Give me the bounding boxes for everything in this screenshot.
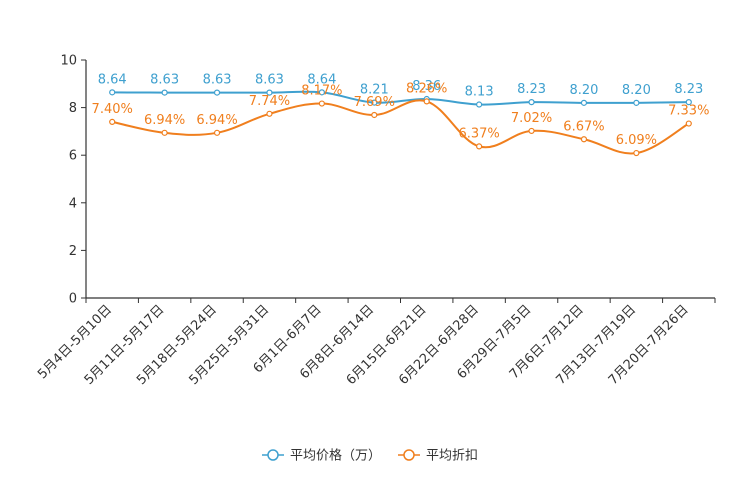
data-point[interactable] xyxy=(109,89,116,96)
data-point[interactable] xyxy=(633,149,640,157)
data-point[interactable] xyxy=(318,100,325,107)
legend[interactable]: 平均价格（万） 平均折扣 xyxy=(262,448,478,464)
data-label: 8.23 xyxy=(674,82,703,97)
y-tick-label: 6 xyxy=(69,149,77,164)
y-tick-label: 0 xyxy=(69,292,77,307)
data-labels-layer: 8.64 8.63 8.63 8.63 8.64 8.21 8.36 8.13 8.23 8.20… xyxy=(92,72,710,148)
data-point[interactable] xyxy=(476,101,483,108)
legend-marker-icon xyxy=(267,449,279,461)
data-label: 7.40% xyxy=(92,102,133,117)
legend-item-2[interactable]: 平均折扣 xyxy=(398,449,478,464)
data-point[interactable] xyxy=(161,89,168,96)
data-label: 7.74% xyxy=(249,94,290,109)
data-label: 8.63 xyxy=(203,73,232,88)
series-line-1 xyxy=(112,90,689,106)
legend-marker-icon xyxy=(403,449,415,461)
data-label: 6.37% xyxy=(458,126,499,141)
data-point[interactable] xyxy=(423,98,430,105)
data-point[interactable] xyxy=(371,99,378,106)
data-label: 6.67% xyxy=(563,119,604,134)
data-label: 8.21 xyxy=(360,83,389,98)
data-label: 6.94% xyxy=(144,113,185,128)
data-point[interactable] xyxy=(633,99,640,106)
y-tick-label: 2 xyxy=(69,244,77,259)
data-point[interactable] xyxy=(213,129,221,136)
data-label: 6.94% xyxy=(196,113,237,128)
y-tick-label: 4 xyxy=(69,196,77,211)
data-label: 7.33% xyxy=(668,104,709,119)
legend-item-1[interactable]: 平均价格（万） xyxy=(262,448,381,464)
data-point[interactable] xyxy=(528,127,535,135)
series-layer xyxy=(109,89,692,157)
data-point[interactable] xyxy=(528,99,535,106)
legend-label: 平均折扣 xyxy=(426,449,478,464)
data-label: 8.13 xyxy=(465,85,494,100)
data-label: 8.20 xyxy=(569,83,598,98)
legend-label: 平均价格（万） xyxy=(290,448,381,464)
data-point[interactable] xyxy=(266,89,273,96)
data-label: 8.23 xyxy=(517,82,546,97)
data-point[interactable] xyxy=(213,89,221,96)
data-point[interactable] xyxy=(266,110,273,117)
y-tick-label: 10 xyxy=(60,54,77,69)
data-label: 8.64 xyxy=(98,72,127,87)
data-label: 8.26% xyxy=(406,81,447,96)
data-label: 8.36 xyxy=(412,79,441,94)
data-point[interactable] xyxy=(685,99,692,106)
data-label: 7.69% xyxy=(354,95,395,110)
data-point[interactable] xyxy=(476,143,483,150)
data-label: 8.64 xyxy=(307,72,336,87)
data-label: 6.09% xyxy=(616,133,657,148)
data-point[interactable] xyxy=(161,129,168,136)
y-tick-label: 8 xyxy=(69,101,77,116)
data-label: 8.20 xyxy=(622,83,651,98)
data-point[interactable] xyxy=(109,118,116,125)
data-label: 8.63 xyxy=(255,73,284,88)
data-label: 7.02% xyxy=(511,111,552,126)
data-point[interactable] xyxy=(685,120,692,127)
data-point[interactable] xyxy=(371,111,378,119)
data-point[interactable] xyxy=(580,99,588,106)
series-line-2 xyxy=(112,99,690,155)
data-point[interactable] xyxy=(318,89,325,96)
data-point[interactable] xyxy=(580,136,588,143)
data-label: 8.17% xyxy=(301,84,342,99)
data-label: 8.63 xyxy=(150,73,179,88)
